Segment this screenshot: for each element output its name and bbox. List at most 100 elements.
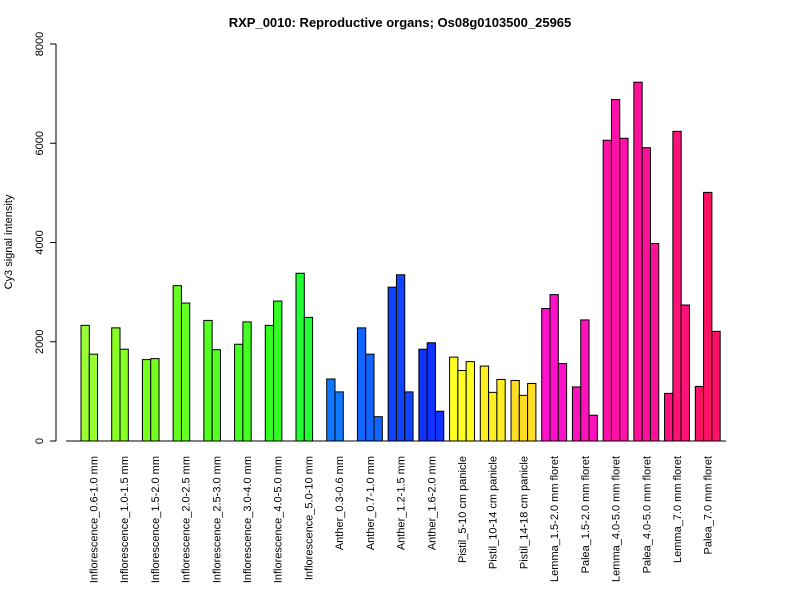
bar	[703, 191, 713, 442]
bar	[633, 81, 643, 442]
bar	[465, 361, 475, 442]
bar	[602, 139, 612, 442]
bar	[541, 308, 551, 442]
category-label: Palea_7.0 mm floret	[703, 456, 715, 554]
bar	[672, 130, 682, 442]
bar	[273, 300, 283, 442]
bar	[356, 327, 367, 442]
bar-group	[510, 379, 537, 442]
bar	[488, 391, 498, 442]
bar	[303, 316, 314, 442]
bar	[557, 363, 568, 442]
bar	[387, 286, 397, 442]
bar	[549, 294, 559, 442]
bar	[580, 319, 590, 442]
category-label: Inflorescence_1.0-1.5 mm	[119, 456, 131, 583]
category-label: Lemma_7.0 mm floret	[672, 456, 684, 563]
bar	[649, 242, 660, 442]
category-label: Anther_1.6-2.0 mm	[426, 456, 438, 550]
bar	[510, 379, 520, 442]
bar	[111, 327, 121, 442]
bar	[434, 410, 445, 442]
bar	[203, 319, 213, 442]
bar	[150, 358, 160, 442]
bar-group	[479, 365, 506, 442]
bar	[80, 324, 90, 442]
category-label: Inflorescence_5.0-10 mm	[303, 456, 315, 580]
bar	[457, 370, 467, 442]
bar	[234, 343, 244, 442]
category-label: Pistil_14-18 cm panicle	[518, 456, 530, 569]
bar-group	[111, 327, 129, 442]
category-label: Inflorescence_2.0-2.5 mm	[181, 456, 193, 583]
bar	[180, 302, 191, 442]
bar	[141, 359, 152, 442]
category-label: Pistil_10-14 cm panicle	[488, 456, 500, 569]
y-tick-label: 8000	[34, 32, 46, 56]
category-label: Anther_0.7-1.0 mm	[365, 456, 377, 550]
bar-group	[234, 321, 252, 442]
y-tick-label: 0	[34, 438, 46, 444]
category-label: Lemma_4.0-5.0 mm floret	[611, 456, 623, 582]
bar	[365, 353, 375, 442]
bar	[172, 285, 182, 442]
category-label: Anther_0.3-0.6 mm	[334, 456, 346, 550]
bar	[334, 391, 344, 442]
bar-group	[418, 342, 445, 442]
category-label: Lemma_1.5-2.0 mm floret	[549, 456, 561, 582]
bar	[119, 348, 129, 442]
bar-group	[571, 319, 598, 442]
bars	[80, 81, 721, 442]
bar-group	[264, 300, 283, 442]
bar	[242, 321, 252, 442]
bar	[641, 147, 651, 442]
bar	[711, 330, 721, 442]
bar	[326, 378, 336, 442]
bar	[619, 137, 629, 442]
bar-group	[203, 319, 221, 442]
bar	[496, 378, 506, 442]
bar	[88, 353, 99, 442]
bar-group	[80, 324, 99, 442]
bar	[571, 386, 582, 442]
bar-group	[295, 272, 314, 442]
category-label: Inflorescence_0.6-1.0 mm	[88, 456, 100, 583]
bar-group	[694, 191, 721, 442]
category-label: Palea_1.5-2.0 mm floret	[580, 456, 592, 573]
chart-title: RXP_0010: Reproductive organs; Os08g0103…	[229, 15, 572, 30]
bar-group	[172, 285, 191, 442]
category-label: Inflorescence_3.0-4.0 mm	[242, 456, 254, 583]
bar-group	[387, 274, 414, 442]
bar	[518, 394, 529, 442]
category-label: Palea_4.0-5.0 mm floret	[641, 456, 653, 573]
bar	[418, 348, 428, 442]
bar	[449, 356, 459, 442]
bar	[264, 324, 275, 442]
bar-group	[633, 81, 660, 442]
category-label: Pistil_5-10 cm panicle	[457, 456, 469, 563]
y-tick-label: 2000	[34, 330, 46, 354]
category-label: Inflorescence_2.5-3.0 mm	[211, 456, 223, 583]
category-labels: Inflorescence_0.6-1.0 mm Inflorescence_1.…	[88, 456, 714, 583]
bar	[211, 349, 221, 442]
bar-group	[141, 358, 160, 442]
bar	[694, 385, 705, 442]
bar-group	[664, 130, 690, 442]
bar	[664, 392, 674, 442]
bar-group	[356, 327, 383, 442]
bar	[610, 99, 621, 442]
bar	[395, 274, 406, 442]
y-tick-label: 4000	[34, 230, 46, 254]
bar	[588, 414, 598, 442]
bar-group	[326, 378, 344, 442]
bar	[295, 272, 305, 442]
bar	[404, 391, 414, 442]
category-label: Inflorescence_4.0-5.0 mm	[273, 456, 285, 583]
y-axis-label: Cy3 signal intensity	[3, 194, 15, 289]
bar-group	[602, 99, 629, 442]
y-tick-label: 6000	[34, 131, 46, 155]
category-label: Inflorescence_1.5-2.0 mm	[150, 456, 162, 583]
bar-group	[541, 294, 568, 442]
bar	[479, 365, 490, 442]
